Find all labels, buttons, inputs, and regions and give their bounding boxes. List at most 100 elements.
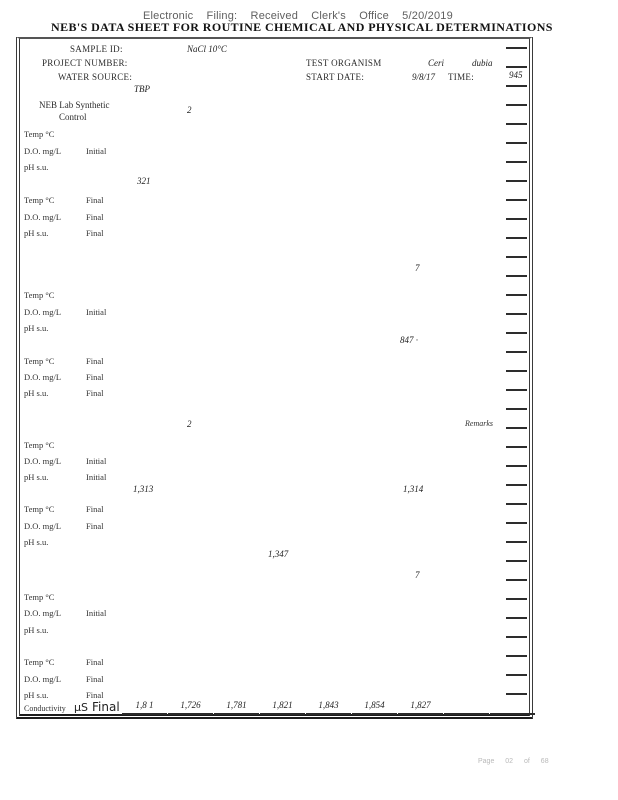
temp-label: Temp °C — [24, 592, 55, 602]
test-organism-species: dubia — [472, 58, 493, 68]
initial-qualifier: Initial — [86, 608, 107, 618]
final-qualifier: Final — [86, 674, 104, 684]
param-row-do-final: D.O. mg/L Final — [24, 521, 224, 533]
param-row-ph-final: pH s.u. Final — [24, 228, 224, 240]
water-source-value: TBP — [134, 84, 151, 94]
initial-qualifier: Initial — [86, 146, 107, 156]
conductivity-value: 1,854 — [352, 700, 397, 715]
temp-label: Temp °C — [24, 129, 55, 139]
time-label: TIME: — [448, 72, 474, 82]
do-label: D.O. mg/L — [24, 674, 62, 684]
replicate-number-top: 2 — [187, 105, 192, 115]
value-7-upper: 7 — [415, 263, 420, 273]
project-number-label: PROJECT NUMBER: — [42, 58, 128, 68]
right-field-tick-lines — [506, 47, 527, 707]
param-row-temp-final: Temp °C Final — [24, 195, 224, 207]
param-row-ph: pH s.u. — [24, 162, 224, 174]
temp-label: Temp °C — [24, 195, 55, 205]
param-row-temp: Temp °C — [24, 290, 224, 302]
conductivity-value: 1,8 1 — [122, 700, 167, 715]
value-1313: 1,313 — [133, 484, 154, 494]
param-row-do-final: D.O. mg/L Final — [24, 674, 224, 686]
param-row-temp-final: Temp °C Final — [24, 657, 224, 669]
final-qualifier: Final — [86, 657, 104, 667]
time-value: 945 — [509, 70, 523, 80]
conductivity-value: 1,726 — [168, 700, 213, 715]
ph-label: pH s.u. — [24, 388, 49, 398]
param-row-temp-final: Temp °C Final — [24, 504, 224, 516]
temp-label: Temp °C — [24, 504, 55, 514]
conductivity-value: 1,821 — [260, 700, 305, 715]
final-qualifier: Final — [86, 388, 104, 398]
replicate-number-mid: 2 — [187, 419, 192, 429]
page-number-footer: Page 02 of 68 — [478, 758, 549, 765]
param-row-temp: Temp °C — [24, 440, 224, 452]
param-row-do: D.O. mg/L Initial — [24, 608, 224, 620]
efiling-stamp: Electronic Filing: Received Clerk's Offi… — [143, 10, 453, 22]
param-row-ph: pH s.u. — [24, 323, 224, 335]
form-border-box: SAMPLE ID: NaCl 10°C PROJECT NUMBER: TES… — [16, 37, 536, 719]
final-qualifier: Final — [86, 228, 104, 238]
final-qualifier: Final — [86, 195, 104, 205]
ph-label: pH s.u. — [24, 323, 49, 333]
do-label: D.O. mg/L — [24, 372, 62, 382]
value-321: 321 — [137, 176, 151, 186]
test-organism-label: TEST ORGANISM — [306, 58, 382, 68]
conductivity-value: 1,843 — [306, 700, 351, 715]
ph-label: pH s.u. — [24, 690, 49, 700]
conductivity-label: Conductivity — [24, 704, 66, 713]
param-row-ph-final: pH s.u. Final — [24, 388, 224, 400]
param-row-temp: Temp °C — [24, 592, 224, 604]
final-qualifier: Final — [86, 372, 104, 382]
initial-qualifier: Initial — [86, 472, 107, 482]
param-row-temp-final: Temp °C Final — [24, 356, 224, 368]
temp-label: Temp °C — [24, 290, 55, 300]
test-organism-genus: Ceri — [428, 58, 445, 68]
conductivity-unit: µS — [74, 701, 88, 714]
do-label: D.O. mg/L — [24, 521, 62, 531]
conductivity-value: 1,781 — [214, 700, 259, 715]
do-label: D.O. mg/L — [24, 212, 62, 222]
sample-id-label: SAMPLE ID: — [70, 44, 123, 54]
sample-heading-line1: NEB Lab Synthetic — [39, 100, 110, 110]
conductivity-value: 1,827 — [398, 700, 443, 715]
final-qualifier: Final — [86, 356, 104, 366]
start-date-value: 9/8/17 — [412, 72, 436, 82]
conductivity-value-empty — [490, 700, 535, 715]
sample-id-value: NaCl 10°C — [187, 44, 227, 54]
do-label: D.O. mg/L — [24, 307, 62, 317]
final-qualifier: Final — [86, 690, 104, 700]
param-row-do-final: D.O. mg/L Final — [24, 212, 224, 224]
remarks-label: Remarks — [465, 419, 493, 428]
param-row-ph: pH s.u. — [24, 625, 224, 637]
param-row-ph: pH s.u. — [24, 537, 224, 549]
param-row-do: D.O. mg/L Initial — [24, 146, 224, 158]
value-1347: 1,347 — [268, 549, 289, 559]
param-row-do: D.O. mg/L Initial — [24, 307, 224, 319]
do-label: D.O. mg/L — [24, 456, 62, 466]
param-row-do: D.O. mg/L Initial — [24, 456, 224, 468]
sample-heading-line2: Control — [59, 112, 87, 122]
final-qualifier: Final — [86, 521, 104, 531]
value-847: 847 · — [400, 335, 418, 345]
page-title: NEB'S DATA SHEET FOR ROUTINE CHEMICAL AN… — [51, 20, 553, 34]
initial-qualifier: Initial — [86, 456, 107, 466]
param-row-ph-final: pH s.u. Final — [24, 690, 224, 702]
value-1314: 1,314 — [403, 484, 424, 494]
start-date-label: START DATE: — [306, 72, 365, 82]
temp-label: Temp °C — [24, 657, 55, 667]
ph-label: pH s.u. — [24, 472, 49, 482]
ph-label: pH s.u. — [24, 228, 49, 238]
conductivity-final-qualifier: Final — [92, 700, 120, 714]
do-label: D.O. mg/L — [24, 146, 62, 156]
ph-label: pH s.u. — [24, 625, 49, 635]
param-row-ph: pH s.u. Initial — [24, 472, 224, 484]
conductivity-value-empty — [444, 700, 489, 715]
final-qualifier: Final — [86, 212, 104, 222]
conductivity-values-row: 1,8 1 1,726 1,781 1,821 1,843 1,854 1,82… — [122, 700, 536, 715]
ph-label: pH s.u. — [24, 537, 49, 547]
param-row-temp: Temp °C — [24, 129, 224, 141]
initial-qualifier: Initial — [86, 307, 107, 317]
final-qualifier: Final — [86, 504, 104, 514]
